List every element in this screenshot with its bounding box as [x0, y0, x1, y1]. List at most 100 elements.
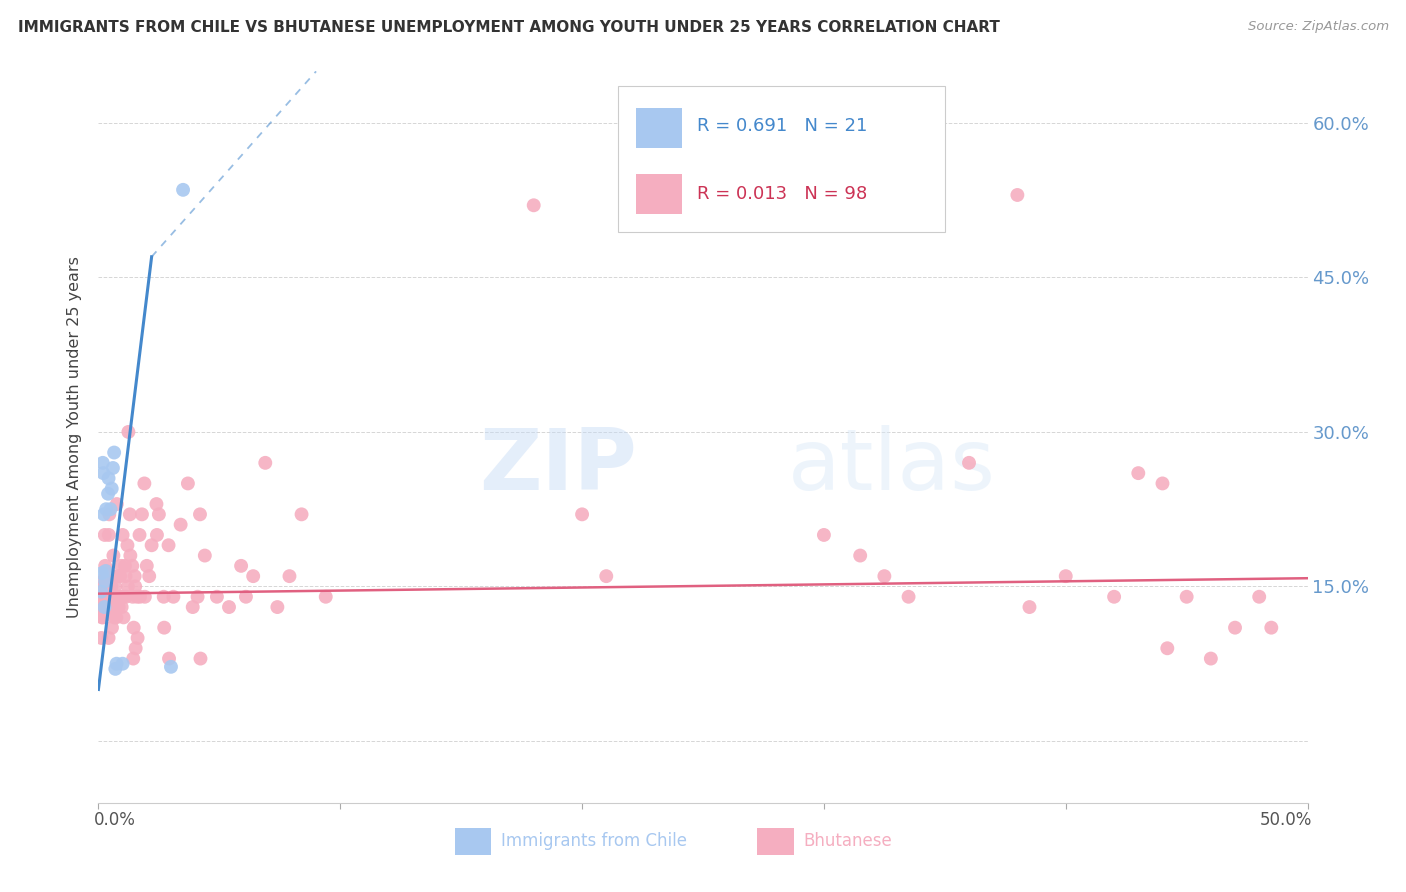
- Point: [107, 590, 129, 604]
- Text: 0.0%: 0.0%: [94, 811, 135, 829]
- Point: [91, 466, 114, 480]
- Point: [1156, 641, 1178, 656]
- Point: [595, 569, 617, 583]
- Point: [101, 461, 124, 475]
- FancyBboxPatch shape: [619, 86, 945, 232]
- Point: [96, 564, 118, 578]
- Point: [141, 538, 163, 552]
- Point: [112, 590, 135, 604]
- Point: [103, 610, 125, 624]
- Point: [90, 631, 112, 645]
- Point: [266, 600, 288, 615]
- Point: [190, 651, 212, 665]
- Point: [91, 610, 114, 624]
- Point: [107, 569, 129, 583]
- Point: [1102, 590, 1125, 604]
- Point: [91, 574, 114, 589]
- Point: [89, 600, 111, 615]
- Point: [104, 662, 127, 676]
- Point: [112, 610, 135, 624]
- Point: [194, 549, 217, 563]
- Point: [93, 508, 115, 522]
- FancyBboxPatch shape: [456, 828, 492, 855]
- Point: [160, 660, 183, 674]
- Point: [91, 610, 114, 624]
- Point: [278, 569, 301, 583]
- Point: [114, 569, 136, 583]
- Point: [91, 590, 114, 604]
- Point: [100, 569, 122, 583]
- Point: [1018, 600, 1040, 615]
- Point: [873, 569, 896, 583]
- Point: [205, 590, 228, 604]
- Point: [103, 445, 125, 459]
- Point: [97, 487, 120, 501]
- Text: atlas: atlas: [787, 425, 995, 508]
- Point: [124, 569, 146, 583]
- Point: [93, 600, 115, 615]
- Point: [152, 590, 174, 604]
- Point: [94, 574, 117, 589]
- Point: [100, 579, 122, 593]
- Point: [187, 590, 209, 604]
- Point: [94, 564, 117, 578]
- Point: [290, 508, 312, 522]
- Point: [1054, 569, 1077, 583]
- Point: [145, 497, 167, 511]
- Point: [1007, 188, 1029, 202]
- Point: [138, 569, 160, 583]
- Point: [229, 558, 252, 573]
- Point: [1249, 590, 1271, 604]
- Point: [93, 579, 115, 593]
- Point: [98, 508, 121, 522]
- Text: IMMIGRANTS FROM CHILE VS BHUTANESE UNEMPLOYMENT AMONG YOUTH UNDER 25 YEARS CORRE: IMMIGRANTS FROM CHILE VS BHUTANESE UNEMP…: [18, 20, 1000, 35]
- Point: [1175, 590, 1198, 604]
- Point: [91, 566, 114, 580]
- Point: [849, 549, 872, 563]
- Point: [157, 651, 180, 665]
- Point: [103, 590, 125, 604]
- Point: [1260, 621, 1282, 635]
- Point: [957, 456, 980, 470]
- Point: [146, 528, 169, 542]
- Point: [127, 590, 149, 604]
- Point: [94, 569, 117, 583]
- Point: [1152, 476, 1174, 491]
- Text: R = 0.013   N = 98: R = 0.013 N = 98: [697, 186, 868, 203]
- Point: [122, 621, 145, 635]
- Point: [100, 482, 122, 496]
- Point: [153, 621, 176, 635]
- Point: [107, 600, 129, 615]
- Point: [1223, 621, 1246, 635]
- Point: [108, 569, 131, 583]
- Point: [124, 579, 146, 593]
- Text: ZIP: ZIP: [479, 425, 637, 508]
- Point: [111, 600, 134, 615]
- Point: [97, 590, 120, 604]
- Point: [120, 549, 142, 563]
- Point: [117, 538, 139, 552]
- Point: [97, 528, 120, 542]
- Point: [897, 590, 920, 604]
- Point: [97, 471, 120, 485]
- Point: [97, 631, 120, 645]
- Point: [162, 590, 184, 604]
- Point: [117, 425, 139, 439]
- Point: [100, 502, 122, 516]
- Point: [101, 621, 124, 635]
- Text: 50.0%: 50.0%: [1260, 811, 1312, 829]
- FancyBboxPatch shape: [637, 108, 682, 148]
- Text: Bhutanese: Bhutanese: [803, 832, 893, 850]
- Point: [254, 456, 277, 470]
- Point: [157, 538, 180, 552]
- Point: [571, 508, 593, 522]
- Point: [131, 508, 153, 522]
- Point: [218, 600, 240, 615]
- Point: [813, 528, 835, 542]
- Point: [105, 610, 128, 624]
- Point: [118, 508, 141, 522]
- Point: [91, 456, 114, 470]
- Text: Immigrants from Chile: Immigrants from Chile: [501, 832, 688, 850]
- Point: [93, 528, 115, 542]
- Point: [114, 558, 136, 573]
